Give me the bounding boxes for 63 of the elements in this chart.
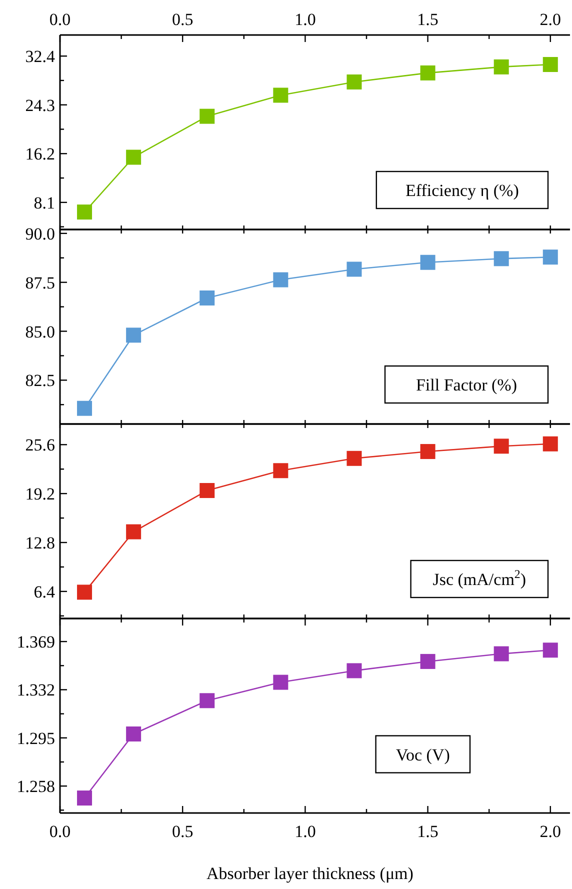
point — [126, 726, 142, 742]
x-tick-label: 2.0 — [540, 822, 562, 841]
point — [200, 290, 215, 306]
y-tick-label: 1.332 — [16, 680, 55, 700]
y-tick-label: 1.258 — [16, 777, 55, 796]
y-tick-label: 8.1 — [34, 193, 55, 212]
x-tick-label: 0.0 — [49, 822, 71, 841]
y-tick-label: 1.295 — [16, 728, 55, 748]
point — [273, 674, 288, 690]
point — [200, 483, 215, 498]
point — [273, 272, 288, 288]
point — [346, 663, 362, 678]
x-tick-label: 1.0 — [294, 822, 316, 841]
x-tick-label: 1.5 — [417, 822, 438, 841]
y-tick-label: 12.8 — [25, 534, 55, 553]
point — [126, 150, 142, 165]
y-tick-label: 90.0 — [25, 224, 55, 244]
point — [200, 108, 215, 124]
point — [346, 262, 362, 277]
point — [494, 251, 509, 266]
annotation: Fill Factor (%) — [416, 376, 518, 394]
point — [273, 88, 288, 103]
point — [77, 204, 92, 220]
point — [494, 646, 509, 662]
point — [126, 328, 142, 343]
point — [77, 400, 92, 416]
point — [494, 59, 509, 74]
point — [420, 65, 436, 80]
y-tick-label: 82.5 — [25, 371, 55, 390]
point — [542, 436, 558, 452]
y-tick-label: 85.0 — [25, 322, 55, 342]
point — [200, 693, 215, 708]
y-tick-label: 6.4 — [34, 582, 56, 602]
annotation: Jsc (mA/cm$^{2}$) — [432, 567, 526, 589]
point — [420, 654, 436, 669]
x2-tick-label: 0.0 — [49, 10, 71, 29]
annotation: Efficiency η (%) — [406, 181, 519, 200]
point — [420, 254, 436, 270]
annotation: Voc (V) — [396, 745, 450, 764]
y-tick-label: 16.2 — [25, 144, 55, 164]
point — [77, 584, 92, 600]
x2-tick-label: 1.5 — [417, 10, 438, 29]
x2-tick-label: 0.5 — [172, 10, 194, 29]
x2-tick-label: 1.0 — [294, 10, 316, 29]
y-tick-label: 32.4 — [25, 47, 56, 66]
y-tick-label: 25.6 — [25, 436, 55, 455]
point — [273, 463, 288, 478]
y-tick-label: 1.369 — [16, 632, 55, 652]
x2-tick-label: 2.0 — [540, 10, 562, 29]
y-tick-label: 24.3 — [25, 96, 55, 115]
point — [494, 438, 509, 454]
y-tick-label: 19.2 — [25, 484, 55, 504]
point — [420, 444, 436, 460]
x-axis-title: Absorber layer thickness (μm) — [206, 864, 414, 883]
point — [126, 524, 142, 540]
y-tick-label: 87.5 — [25, 273, 55, 292]
point — [346, 74, 362, 90]
point — [346, 450, 362, 466]
point — [542, 250, 558, 265]
point — [542, 642, 558, 658]
x-tick-label: 0.5 — [172, 822, 194, 841]
point — [77, 790, 92, 806]
point — [542, 57, 558, 72]
